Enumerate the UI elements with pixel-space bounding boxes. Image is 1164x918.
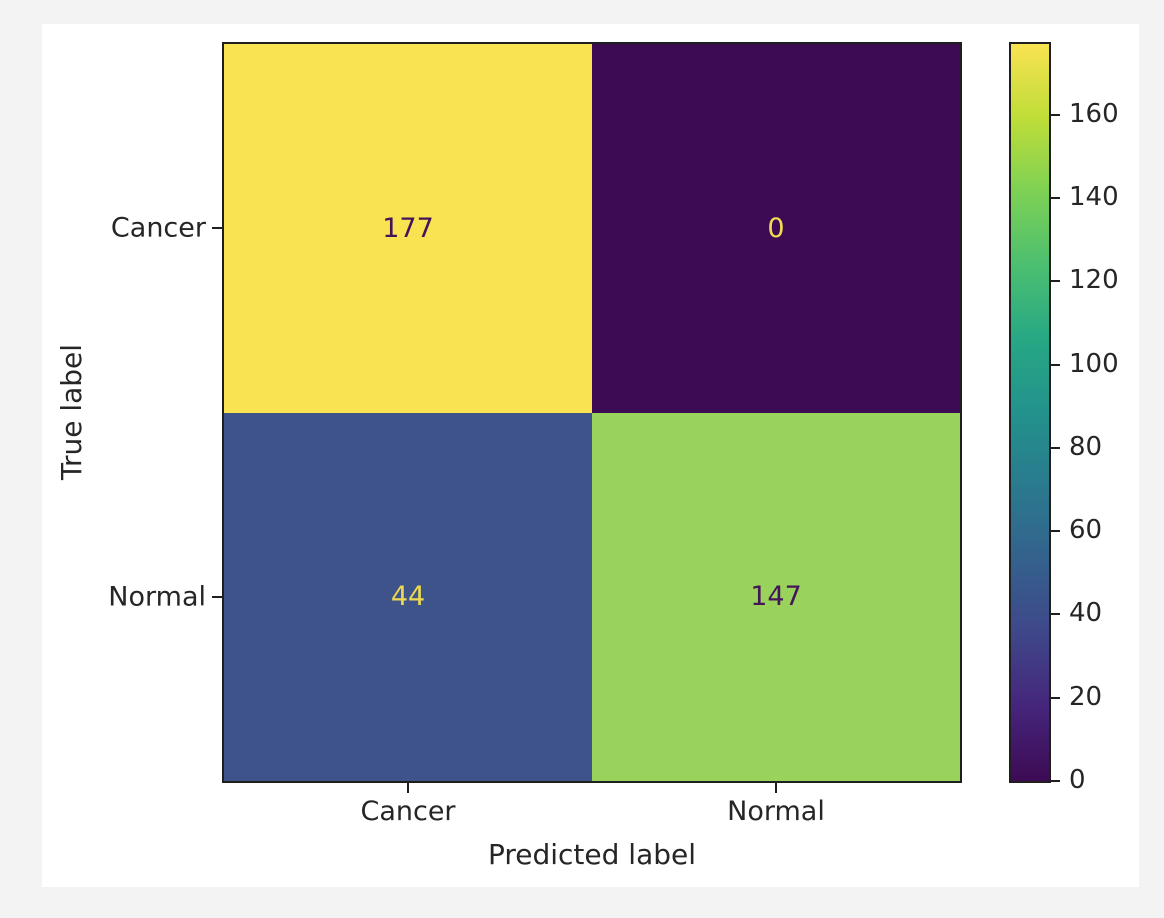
y-tick-mark	[212, 595, 222, 598]
cm-cell-value: 177	[382, 212, 434, 244]
y-tick-label-cancer: Cancer	[110, 212, 206, 244]
colorbar-tick-mark	[1051, 530, 1060, 533]
y-tick-mark	[212, 227, 222, 230]
x-axis-label: Predicted label	[487, 838, 697, 871]
colorbar-tick-mark	[1051, 446, 1060, 449]
colorbar-tick-label: 40	[1069, 598, 1103, 629]
colorbar-tick-mark	[1051, 696, 1060, 699]
colorbar-tick-mark	[1051, 197, 1060, 200]
colorbar-tick-mark	[1051, 280, 1060, 283]
x-tick-label-cancer: Cancer	[360, 796, 456, 827]
colorbar-tick-label: 120	[1069, 265, 1119, 296]
x-tick-mark	[775, 783, 777, 793]
colorbar-tick-mark	[1051, 113, 1060, 116]
colorbar-tick-label: 140	[1069, 182, 1119, 213]
colorbar-tick-label: 20	[1069, 681, 1103, 712]
cm-cell-true-normal-pred-cancer: 44	[224, 412, 592, 781]
colorbar-tick-mark	[1051, 780, 1060, 782]
cm-cell-true-normal-pred-normal: 147	[592, 412, 960, 781]
colorbar-tick-label: 60	[1069, 515, 1103, 546]
colorbar-tick-label: 80	[1069, 431, 1103, 462]
confusion-matrix-figure: True label 177 0 44 147 Cancer	[42, 24, 1139, 887]
colorbar-tick-mark	[1051, 363, 1060, 366]
cm-cell-value: 44	[390, 581, 426, 613]
heatmap-axes: 177 0 44 147 Cancer Normal Cancer Normal	[108, 42, 962, 869]
cm-cell-true-cancer-pred-cancer: 177	[224, 44, 592, 413]
colorbar-tick-label: 0	[1069, 765, 1086, 795]
colorbar-tick-label: 160	[1069, 98, 1119, 129]
heatmap-cell-grid: 177 0 44 147	[224, 44, 960, 781]
x-tick-mark	[407, 783, 409, 793]
cm-cell-value: 147	[750, 581, 802, 613]
colorbar-tick-label: 100	[1069, 348, 1119, 379]
y-axis-label: True label	[55, 343, 88, 481]
colorbar-tick-container: 0 20 40 60 80 100 120 140 160	[1051, 44, 1164, 793]
colorbar-gradient	[1009, 42, 1051, 783]
colorbar-tick-mark	[1051, 613, 1060, 616]
x-tick-label-normal: Normal	[727, 796, 825, 827]
cm-cell-true-cancer-pred-normal: 0	[592, 44, 960, 413]
cm-cell-value: 0	[767, 212, 785, 244]
y-tick-label-normal: Normal	[108, 581, 206, 613]
